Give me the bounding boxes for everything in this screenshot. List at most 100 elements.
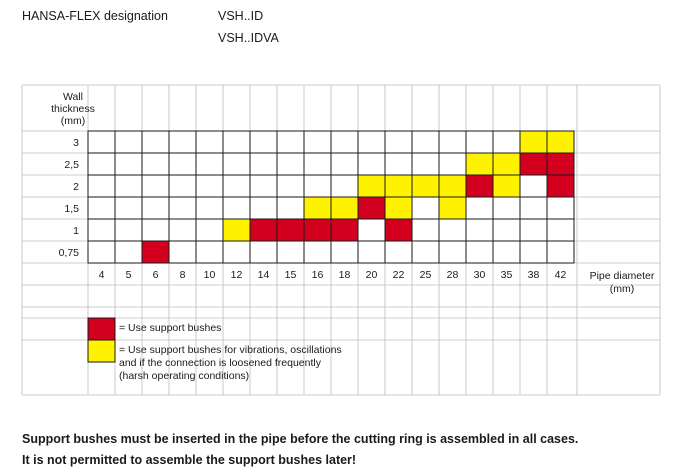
pipe-diameter-label: 4 (99, 269, 105, 281)
y-axis-title: thickness (51, 103, 95, 115)
table-cell (330, 152, 359, 176)
table-cell (492, 196, 521, 220)
table-cell (330, 174, 359, 198)
pipe-diameter-label: 18 (339, 269, 351, 281)
table-cell (222, 218, 251, 242)
table-cell (357, 174, 386, 198)
table-cell (519, 218, 548, 242)
table-cell (249, 152, 278, 176)
table-cell (357, 240, 386, 264)
table-cell (546, 196, 575, 220)
table-cell (168, 152, 197, 176)
table-cell (546, 152, 575, 176)
table-cell (519, 240, 548, 264)
pipe-diameter-label: 6 (153, 269, 159, 281)
table-cell (222, 174, 251, 198)
pipe-diameter-label: 22 (393, 269, 405, 281)
wall-thickness-label: 1,5 (64, 203, 79, 215)
table-cell (114, 152, 143, 176)
table-cell (195, 240, 224, 264)
table-cell (411, 152, 440, 176)
y-axis-title: Wall (63, 91, 83, 103)
table-cell (330, 130, 359, 154)
table-cell (276, 152, 305, 176)
legend-swatch (87, 339, 116, 363)
table-cell (330, 218, 359, 242)
table-cell (87, 130, 116, 154)
table-cell (303, 130, 332, 154)
table-cell (465, 174, 494, 198)
legend-text: and if the connection is loosened freque… (119, 357, 322, 369)
designation-label: HANSA-FLEX designation (22, 9, 168, 23)
table-cell (168, 218, 197, 242)
table-cell (519, 174, 548, 198)
table-cell (276, 130, 305, 154)
wall-thickness-label: 3 (73, 137, 79, 149)
table-cell (465, 218, 494, 242)
table-cell (465, 152, 494, 176)
table-cell (384, 240, 413, 264)
designation-code-id: VSH..ID (218, 9, 264, 23)
y-axis-title: (mm) (61, 115, 86, 127)
table-cell (222, 152, 251, 176)
table-cell (492, 218, 521, 242)
table-cell (303, 174, 332, 198)
pipe-diameter-label: 8 (180, 269, 186, 281)
table-cell (141, 130, 170, 154)
table-cell (114, 218, 143, 242)
x-axis-title: (mm) (610, 283, 635, 295)
table-cell (222, 130, 251, 154)
table-cell (384, 218, 413, 242)
table-cell (141, 240, 170, 264)
table-cell (384, 130, 413, 154)
table-cell (249, 240, 278, 264)
table-cell (330, 196, 359, 220)
table-cell (276, 218, 305, 242)
pipe-diameter-label: 35 (501, 269, 513, 281)
table-cell (357, 130, 386, 154)
pipe-diameter-label: 12 (231, 269, 243, 281)
x-axis-title: Pipe diameter (590, 270, 655, 282)
table-cell (411, 196, 440, 220)
table-cell (546, 218, 575, 242)
table-cell (249, 218, 278, 242)
legend-swatch (87, 317, 116, 341)
table-cell (303, 196, 332, 220)
table-cell (114, 130, 143, 154)
note-line-2: It is not permitted to assemble the supp… (22, 453, 357, 467)
table-cell (438, 240, 467, 264)
wall-thickness-label: 2 (73, 181, 79, 193)
table-cell (141, 218, 170, 242)
table-cell (438, 152, 467, 176)
pipe-diameter-label: 10 (204, 269, 216, 281)
pipe-diameter-label: 42 (555, 269, 567, 281)
table-cell (384, 152, 413, 176)
table-cell (519, 152, 548, 176)
table-cell (357, 218, 386, 242)
table-cell (411, 240, 440, 264)
table-cell (411, 130, 440, 154)
table-cell (249, 130, 278, 154)
wall-thickness-label: 0,75 (59, 247, 80, 259)
table-cell (492, 240, 521, 264)
table-cell (546, 240, 575, 264)
table-cell (465, 196, 494, 220)
table-cell (276, 196, 305, 220)
table-cell (168, 196, 197, 220)
table-cell (465, 240, 494, 264)
note-line-1: Support bushes must be inserted in the p… (22, 432, 579, 446)
legend-text: = Use support bushes (119, 322, 221, 334)
table-cell (411, 174, 440, 198)
table-cell (141, 196, 170, 220)
table-cell (249, 196, 278, 220)
table-cell (519, 130, 548, 154)
table-cell (249, 174, 278, 198)
table-cell (330, 240, 359, 264)
table-cell (87, 218, 116, 242)
table-cell (492, 152, 521, 176)
table-cell (168, 130, 197, 154)
table-cell (195, 174, 224, 198)
table-cell (465, 130, 494, 154)
wall-thickness-label: 1 (73, 225, 79, 237)
table-cell (222, 240, 251, 264)
